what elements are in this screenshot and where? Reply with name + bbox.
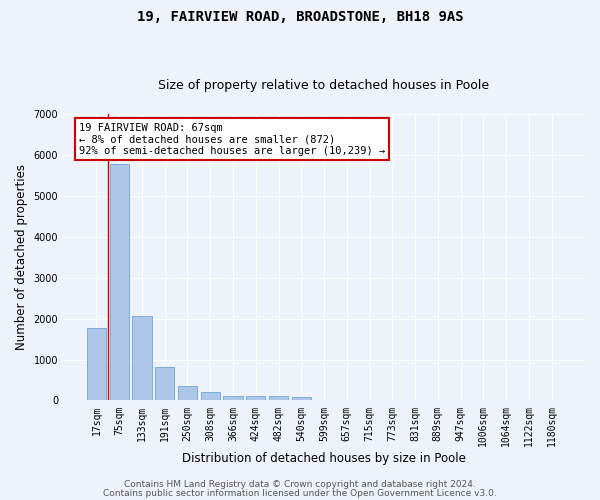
Bar xyxy=(292,397,311,400)
Text: 19, FAIRVIEW ROAD, BROADSTONE, BH18 9AS: 19, FAIRVIEW ROAD, BROADSTONE, BH18 9AS xyxy=(137,10,463,24)
Bar xyxy=(200,392,220,400)
Text: Contains HM Land Registry data © Crown copyright and database right 2024.: Contains HM Land Registry data © Crown c… xyxy=(124,480,476,489)
Bar xyxy=(110,164,129,400)
Text: Contains public sector information licensed under the Open Government Licence v3: Contains public sector information licen… xyxy=(103,489,497,498)
Bar xyxy=(155,367,175,400)
Bar xyxy=(132,316,152,400)
Bar xyxy=(178,386,197,400)
Bar xyxy=(87,328,106,400)
Bar xyxy=(246,396,265,400)
Y-axis label: Number of detached properties: Number of detached properties xyxy=(15,164,28,350)
X-axis label: Distribution of detached houses by size in Poole: Distribution of detached houses by size … xyxy=(182,452,466,465)
Bar xyxy=(269,396,288,400)
Bar xyxy=(223,396,242,400)
Title: Size of property relative to detached houses in Poole: Size of property relative to detached ho… xyxy=(158,79,490,92)
Text: 19 FAIRVIEW ROAD: 67sqm
← 8% of detached houses are smaller (872)
92% of semi-de: 19 FAIRVIEW ROAD: 67sqm ← 8% of detached… xyxy=(79,122,385,156)
